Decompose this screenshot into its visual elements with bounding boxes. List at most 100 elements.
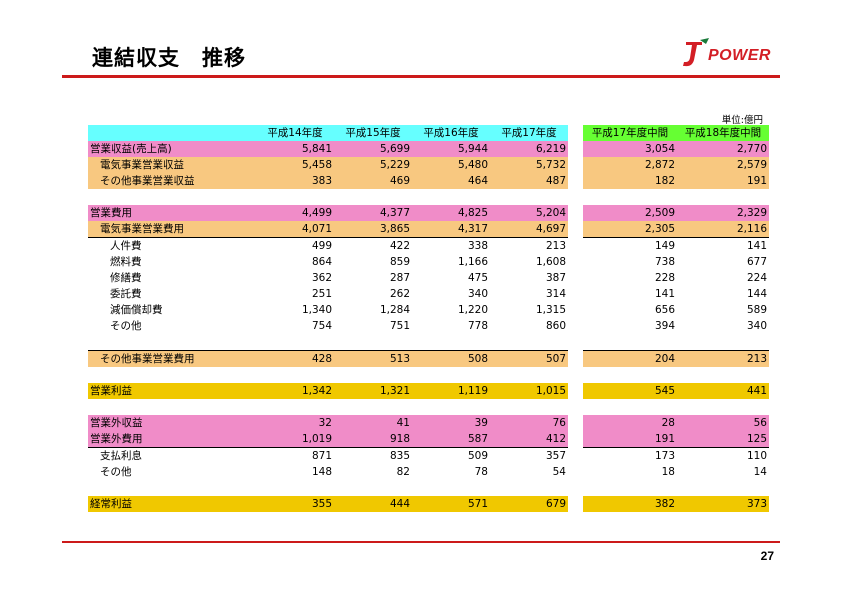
table-row: その他 754 751 778 860 394 340: [88, 318, 769, 334]
cell-interim: 2,329: [677, 205, 769, 221]
spacer-cell: [412, 480, 490, 496]
cell-annual: 251: [256, 286, 334, 302]
row-label: その他: [88, 318, 256, 334]
page-number: 27: [760, 549, 774, 563]
cell-annual: 754: [256, 318, 334, 334]
spacer-cell: [88, 334, 256, 351]
cell-annual: 387: [490, 270, 568, 286]
cell-interim: 204: [583, 350, 677, 367]
row-label: 営業費用: [88, 205, 256, 221]
cell-annual: 1,321: [334, 383, 412, 399]
spacer-cell: [334, 367, 412, 383]
spacer-cell: [568, 480, 583, 496]
cell-annual: 262: [334, 286, 412, 302]
cell-interim: 3,054: [583, 141, 677, 157]
table-row: 燃料費 864 859 1,166 1,608 738 677: [88, 254, 769, 270]
cell-annual: 513: [334, 350, 412, 367]
cell-annual: 444: [334, 496, 412, 512]
table-row: 委託費 251 262 340 314 141 144: [88, 286, 769, 302]
j-mark-icon: [683, 38, 709, 67]
spacer-cell: [334, 480, 412, 496]
spacer-row: [88, 189, 769, 205]
spacer-cell: [256, 480, 334, 496]
spacer-cell: [412, 189, 490, 205]
cell-annual: 487: [490, 173, 568, 189]
page-title: 連結収支 推移: [92, 46, 246, 70]
cell-annual: 4,499: [256, 205, 334, 221]
column-gap: [568, 318, 583, 334]
spacer-cell: [568, 367, 583, 383]
row-label: その他事業営業収益: [88, 173, 256, 189]
cell-annual: 5,732: [490, 157, 568, 173]
cell-annual: 362: [256, 270, 334, 286]
header-corner: [88, 125, 256, 141]
cell-annual: 1,119: [412, 383, 490, 399]
cell-interim: 441: [677, 383, 769, 399]
row-label: 修繕費: [88, 270, 256, 286]
row-label: 営業外収益: [88, 415, 256, 431]
column-gap: [568, 302, 583, 318]
spacer-cell: [88, 367, 256, 383]
column-header-annual: 平成14年度: [256, 125, 334, 141]
cell-interim: 373: [677, 496, 769, 512]
column-header-interim: 平成18年度中間: [677, 125, 769, 141]
row-label: 人件費: [88, 237, 256, 254]
cell-interim: 2,872: [583, 157, 677, 173]
table-row: 人件費 499 422 338 213 149 141: [88, 237, 769, 254]
spacer-cell: [88, 399, 256, 415]
spacer-row: [88, 480, 769, 496]
cell-annual: 3,865: [334, 221, 412, 238]
cell-interim: 125: [677, 431, 769, 448]
cell-annual: 859: [334, 254, 412, 270]
cell-interim: 141: [677, 237, 769, 254]
cell-interim: 173: [583, 447, 677, 464]
spacer-row: [88, 334, 769, 351]
table-row: 支払利息 871 835 509 357 173 110: [88, 447, 769, 464]
cell-annual: 1,019: [256, 431, 334, 448]
cell-interim: 191: [583, 431, 677, 448]
cell-annual: 32: [256, 415, 334, 431]
cell-annual: 469: [334, 173, 412, 189]
cell-annual: 4,317: [412, 221, 490, 238]
table-row: 修繕費 362 287 475 387 228 224: [88, 270, 769, 286]
spacer-cell: [490, 334, 568, 351]
cell-interim: 382: [583, 496, 677, 512]
row-label: 営業収益(売上高): [88, 141, 256, 157]
cell-annual: 213: [490, 237, 568, 254]
row-label: 経常利益: [88, 496, 256, 512]
cell-annual: 1,166: [412, 254, 490, 270]
cell-annual: 864: [256, 254, 334, 270]
cell-interim: 56: [677, 415, 769, 431]
cell-annual: 41: [334, 415, 412, 431]
cell-annual: 1,315: [490, 302, 568, 318]
logo-wordmark: POWER: [708, 47, 771, 64]
cell-interim: 149: [583, 237, 677, 254]
cell-annual: 1,284: [334, 302, 412, 318]
spacer-row: [88, 399, 769, 415]
spacer-cell: [334, 189, 412, 205]
column-header-annual: 平成15年度: [334, 125, 412, 141]
cell-annual: 422: [334, 237, 412, 254]
cell-annual: 1,340: [256, 302, 334, 318]
cell-annual: 412: [490, 431, 568, 448]
row-label: 営業利益: [88, 383, 256, 399]
column-header-annual: 平成17年度: [490, 125, 568, 141]
spacer-cell: [412, 399, 490, 415]
cell-annual: 383: [256, 173, 334, 189]
cell-annual: 314: [490, 286, 568, 302]
unit-label: 単位:億円: [721, 115, 763, 126]
cell-annual: 1,608: [490, 254, 568, 270]
table-row: 経常利益 355 444 571 679 382 373: [88, 496, 769, 512]
row-label: 減価償却費: [88, 302, 256, 318]
cell-annual: 357: [490, 447, 568, 464]
column-gap: [568, 237, 583, 254]
table-row: その他事業営業費用 428 513 508 507 204 213: [88, 350, 769, 367]
column-gap: [568, 350, 583, 367]
header-rule: [62, 75, 780, 78]
row-label: その他: [88, 464, 256, 480]
cell-annual: 5,699: [334, 141, 412, 157]
cell-interim: 191: [677, 173, 769, 189]
column-header-annual: 平成16年度: [412, 125, 490, 141]
cell-annual: 355: [256, 496, 334, 512]
cell-interim: 545: [583, 383, 677, 399]
